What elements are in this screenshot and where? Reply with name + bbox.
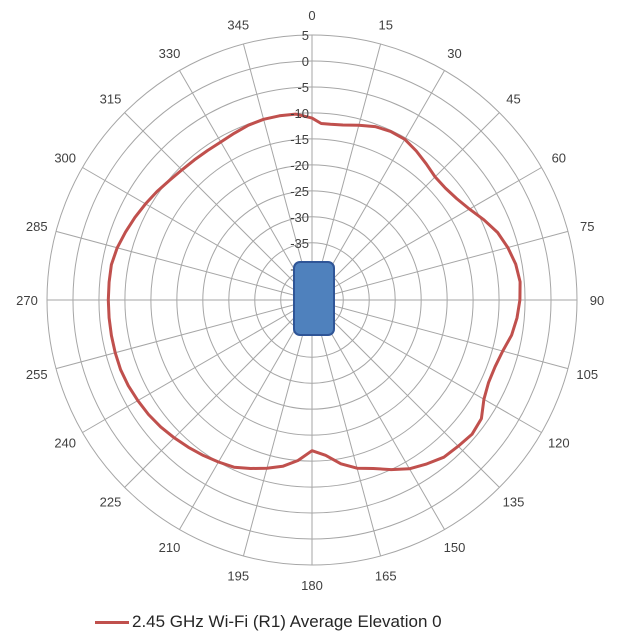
radial-tick-label: -20 xyxy=(290,158,309,173)
angular-tick-label: 0 xyxy=(308,8,315,23)
angular-tick-label: 135 xyxy=(503,495,525,510)
radial-tick-labels: 50-5-10-15-20-25-30-35-40 xyxy=(290,28,309,277)
radial-tick-label: -35 xyxy=(290,236,309,251)
grid-spoke xyxy=(311,299,445,530)
grid-spoke xyxy=(311,299,382,557)
grid-spoke xyxy=(311,299,569,370)
radial-tick-label: -25 xyxy=(290,184,309,199)
grid-spoke xyxy=(311,43,382,301)
grid-spoke xyxy=(55,230,313,301)
radial-tick-label: -30 xyxy=(290,210,309,225)
angular-tick-label: 255 xyxy=(26,367,48,382)
angular-tick-label: 330 xyxy=(159,46,181,61)
angular-tick-label: 210 xyxy=(159,540,181,555)
radial-tick-label: 5 xyxy=(302,28,309,43)
grid-spoke xyxy=(124,112,313,301)
angular-tick-label: 90 xyxy=(590,293,604,308)
angular-tick-label: 285 xyxy=(26,219,48,234)
angular-tick-label: 195 xyxy=(227,568,249,583)
radial-tick-label: -15 xyxy=(290,132,309,147)
grid-spoke xyxy=(311,112,500,301)
angular-tick-label: 270 xyxy=(16,293,38,308)
angular-tick-label: 345 xyxy=(227,18,249,33)
grid-spoke xyxy=(179,70,313,301)
angular-tick-label: 315 xyxy=(100,91,122,106)
series-layer xyxy=(106,112,522,472)
polar-chart: 50-5-10-15-20-25-30-35-40 01530456075901… xyxy=(16,8,604,593)
grid-spoke xyxy=(242,299,313,557)
device-marker xyxy=(293,261,335,336)
radial-tick-label: -10 xyxy=(290,106,309,121)
grid-spoke xyxy=(311,299,500,488)
grid-spoke xyxy=(311,230,569,301)
grid-spoke xyxy=(179,299,313,530)
angular-tick-label: 165 xyxy=(375,568,397,583)
grid-spoke xyxy=(311,299,542,433)
angular-tick-label: 180 xyxy=(301,578,323,593)
radial-tick-label: -5 xyxy=(297,80,309,95)
angular-tick-label: 75 xyxy=(580,219,594,234)
angular-tick-label: 60 xyxy=(552,151,566,166)
grid-spoke xyxy=(124,299,313,488)
angular-tick-label: 225 xyxy=(100,495,122,510)
legend-line-swatch xyxy=(95,620,129,624)
legend-entry-label: 2.45 GHz Wi-Fi (R1) Average Elevation 0 xyxy=(132,612,442,631)
legend: 2.45 GHz Wi-Fi (R1) Average Elevation 0 xyxy=(95,609,442,635)
series-line xyxy=(106,112,522,472)
angular-grid xyxy=(47,35,577,565)
device-layer xyxy=(293,261,335,336)
grid-spoke xyxy=(55,299,313,370)
angular-tick-label: 150 xyxy=(444,540,466,555)
angular-tick-label: 240 xyxy=(54,436,76,451)
angular-tick-label: 30 xyxy=(447,46,461,61)
angular-tick-label: 45 xyxy=(506,91,520,106)
angular-tick-labels: 0 15 30 45 60 75 90 105 120 135 150 165 180 195 210 225… xyxy=(16,8,604,593)
angular-tick-label: 15 xyxy=(379,18,393,33)
grid-spoke xyxy=(82,299,313,433)
grid-spoke xyxy=(82,167,313,301)
angular-tick-label: 120 xyxy=(548,436,570,451)
angular-tick-label: 105 xyxy=(576,367,598,382)
grid-spoke xyxy=(311,70,445,301)
radial-tick-label: 0 xyxy=(302,54,309,69)
grid-spoke xyxy=(311,167,542,301)
angular-tick-label: 300 xyxy=(54,151,76,166)
grid-spoke xyxy=(242,43,313,301)
